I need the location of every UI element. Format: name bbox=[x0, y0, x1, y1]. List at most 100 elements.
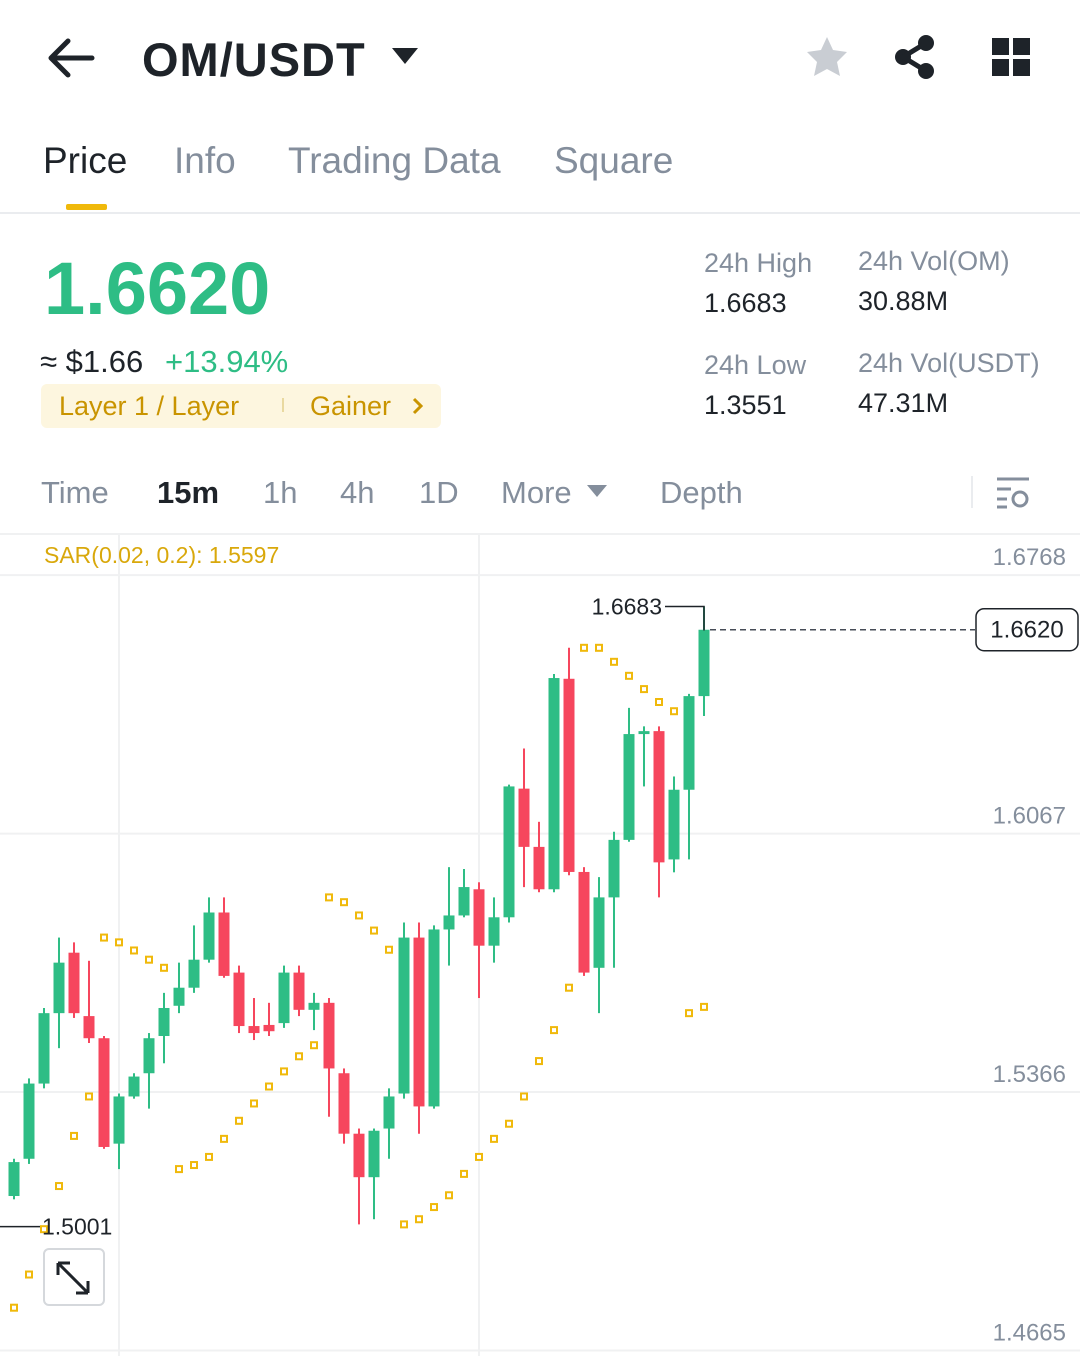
candle-body bbox=[623, 734, 635, 840]
sar-dot bbox=[385, 945, 393, 954]
tab[interactable]: Info bbox=[174, 140, 236, 181]
candle-body bbox=[23, 1083, 35, 1159]
candle-body bbox=[383, 1096, 395, 1129]
divider bbox=[0, 533, 1080, 535]
tag[interactable]: Layer 1 / Layer bbox=[59, 391, 240, 421]
sar-dot bbox=[505, 1119, 513, 1128]
candle-body bbox=[98, 1038, 110, 1147]
stat-label: 24h High bbox=[704, 248, 813, 278]
last-price: 1.6620 bbox=[44, 247, 271, 330]
candle-body bbox=[638, 731, 650, 735]
sar-dot bbox=[535, 1057, 543, 1066]
interval[interactable]: 1D bbox=[419, 475, 459, 510]
sar-dot bbox=[325, 893, 333, 902]
candle-body bbox=[698, 629, 710, 697]
candle-body bbox=[308, 1002, 320, 1010]
sar-dot bbox=[445, 1191, 453, 1200]
sar-dot bbox=[55, 1182, 63, 1191]
sar-dot bbox=[235, 1116, 243, 1125]
sar-dot bbox=[250, 1099, 258, 1108]
y-tick-label: 1.6067 bbox=[993, 803, 1066, 830]
candle-body bbox=[323, 1002, 335, 1069]
candle-body bbox=[443, 915, 455, 930]
candle-body bbox=[233, 972, 245, 1027]
sar-dot bbox=[205, 1152, 213, 1161]
sar-dot bbox=[280, 1067, 288, 1076]
candle-body bbox=[248, 1026, 260, 1034]
interval[interactable]: 1h bbox=[263, 475, 298, 510]
candle-body bbox=[488, 917, 500, 946]
sar-dot bbox=[115, 938, 123, 947]
sar-dot bbox=[145, 955, 153, 964]
candle-body bbox=[668, 789, 680, 860]
sar-dot bbox=[310, 1041, 318, 1050]
candle-body bbox=[653, 731, 665, 863]
sar-dot bbox=[475, 1152, 483, 1161]
sar-dot bbox=[10, 1303, 18, 1312]
tag-separator bbox=[282, 398, 284, 412]
stat-label: 24h Vol(OM) bbox=[858, 246, 1010, 276]
tag[interactable]: Gainer bbox=[310, 391, 392, 421]
sar-dot bbox=[595, 643, 603, 652]
back-icon[interactable] bbox=[44, 36, 96, 80]
grid-icon[interactable] bbox=[992, 38, 1032, 78]
y-tick-label: 1.6768 bbox=[993, 544, 1066, 571]
candle-body bbox=[278, 972, 290, 1024]
candle-body bbox=[68, 952, 80, 1014]
sar-dot bbox=[415, 1215, 423, 1224]
sar-dot bbox=[220, 1134, 228, 1143]
sar-dot bbox=[190, 1161, 198, 1170]
candle-body bbox=[608, 839, 620, 898]
candle-body bbox=[218, 912, 230, 976]
interval[interactable]: Depth bbox=[660, 475, 743, 510]
candle-body bbox=[53, 962, 65, 1014]
sar-dot bbox=[565, 983, 573, 992]
sar-dot bbox=[265, 1082, 273, 1091]
tab[interactable]: Price bbox=[43, 140, 128, 181]
stat-value: 1.6683 bbox=[704, 288, 787, 318]
candle-body bbox=[8, 1162, 20, 1197]
sar-dot bbox=[460, 1169, 468, 1178]
pair-title[interactable]: OM/USDT bbox=[142, 33, 366, 86]
candle-body bbox=[203, 912, 215, 960]
share-icon[interactable] bbox=[892, 34, 938, 80]
candle-body bbox=[113, 1096, 125, 1144]
sar-dot bbox=[670, 707, 678, 716]
candle-body bbox=[188, 959, 200, 988]
sar-dot bbox=[430, 1203, 438, 1212]
interval[interactable]: 15m bbox=[157, 475, 220, 510]
candle-body bbox=[398, 937, 410, 1094]
tab[interactable]: Trading Data bbox=[288, 140, 501, 181]
sar-dot bbox=[625, 671, 633, 680]
interval[interactable]: More bbox=[501, 475, 572, 510]
candle-body bbox=[353, 1133, 365, 1178]
interval[interactable]: Time bbox=[41, 475, 109, 510]
sar-dot bbox=[640, 685, 648, 694]
candle-body bbox=[473, 889, 485, 946]
divider bbox=[971, 476, 973, 508]
stat-value: 1.3551 bbox=[704, 390, 787, 420]
sar-dot bbox=[355, 911, 363, 920]
change-percent: +13.94% bbox=[165, 344, 289, 379]
candle-body bbox=[293, 972, 305, 1010]
candle-body bbox=[548, 678, 560, 890]
tab[interactable]: Square bbox=[554, 140, 674, 181]
star-icon[interactable] bbox=[804, 34, 850, 80]
pair-dropdown[interactable] bbox=[390, 46, 420, 66]
candle-body bbox=[368, 1130, 380, 1178]
fiat-price: ≈ $1.66 bbox=[40, 344, 144, 379]
candle-body bbox=[593, 897, 605, 968]
sar-dot bbox=[25, 1270, 33, 1279]
low-label: 1.5001 bbox=[42, 1214, 112, 1240]
interval[interactable]: 4h bbox=[340, 475, 375, 510]
tag-bar bbox=[41, 384, 441, 428]
sar-dot bbox=[610, 657, 618, 666]
stat-label: 24h Vol(USDT) bbox=[858, 348, 1040, 378]
stat-value: 47.31M bbox=[858, 388, 949, 418]
candle-body bbox=[158, 1007, 170, 1037]
tag-chevron bbox=[412, 397, 424, 415]
sar-dot bbox=[175, 1165, 183, 1174]
chart-settings-icon[interactable] bbox=[995, 476, 1031, 510]
sar-dot bbox=[580, 643, 588, 652]
